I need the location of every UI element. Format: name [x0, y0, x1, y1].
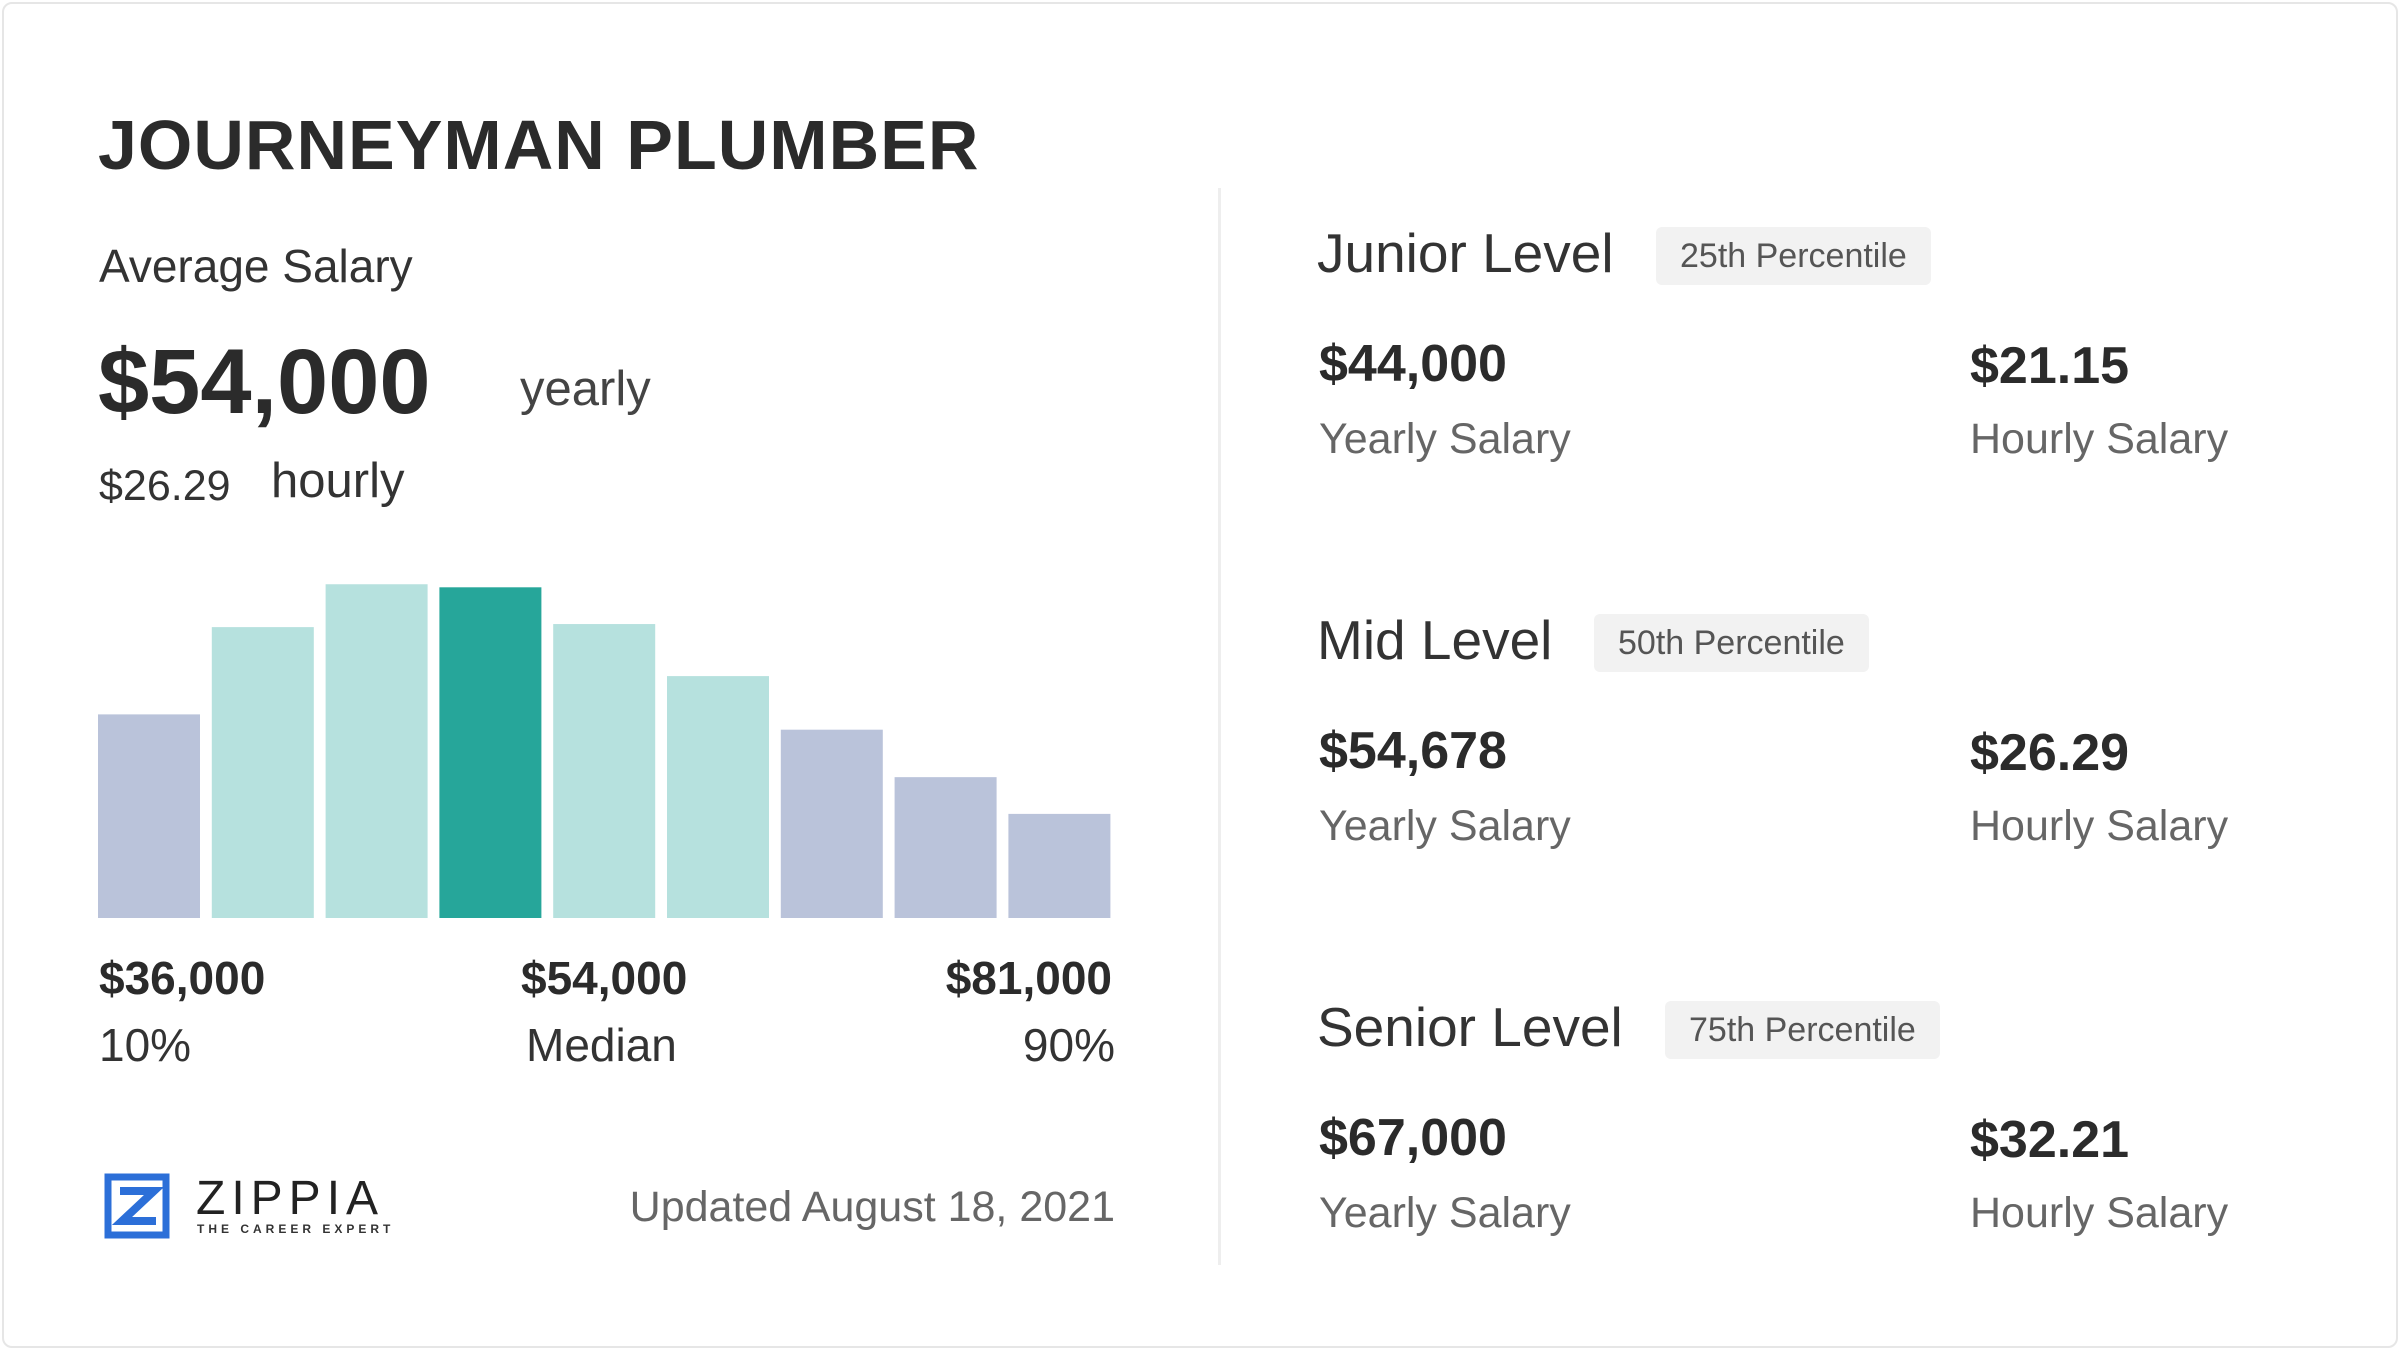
histogram-bar: [780, 729, 883, 918]
hourly-value: $32.21: [1970, 1111, 2130, 1169]
hourly-salary: $26.29: [99, 462, 231, 510]
logo-icon: [104, 1173, 170, 1239]
histogram-bar: [325, 584, 428, 918]
tagline: THE CAREER EXPERT: [197, 1222, 395, 1236]
average-label: Average Salary: [99, 240, 413, 292]
percentile-badge: 75th Percentile: [1665, 1001, 1940, 1059]
histogram-bar: [894, 777, 997, 918]
percentile-badge: 25th Percentile: [1656, 227, 1931, 285]
histogram-bar: [439, 587, 542, 918]
low-value: $36,000: [99, 952, 266, 1004]
yearly-value: $67,000: [1319, 1109, 1507, 1167]
histogram: [98, 584, 1111, 918]
brand: ZIPPIA: [196, 1172, 385, 1225]
level-name: Mid Level: [1317, 609, 1553, 671]
hourly-label: Hourly Salary: [1970, 1189, 2229, 1237]
histogram-bar: [667, 676, 769, 918]
histogram-bar: [553, 624, 656, 918]
yearly-unit: yearly: [520, 362, 651, 416]
level-name: Junior Level: [1317, 222, 1614, 284]
divider: [1218, 188, 1221, 1265]
hourly-value: $26.29: [1970, 724, 2130, 782]
low-label: 10%: [99, 1019, 192, 1071]
updated-date: Updated August 18, 2021: [629, 1183, 1115, 1231]
yearly-value: $44,000: [1319, 335, 1507, 393]
histogram-bar: [1008, 813, 1111, 918]
level-name: Senior Level: [1317, 996, 1623, 1058]
yearly-salary: $54,000: [98, 331, 431, 433]
histogram-bar: [98, 714, 200, 918]
median-label: Median: [526, 1019, 677, 1071]
hourly-unit: hourly: [271, 454, 405, 508]
histogram-bar: [211, 627, 314, 918]
hourly-label: Hourly Salary: [1970, 802, 2229, 850]
hourly-value: $21.15: [1970, 337, 2130, 395]
median-value: $54,000: [521, 952, 688, 1004]
high-label: 90%: [1022, 1019, 1115, 1071]
yearly-label: Yearly Salary: [1319, 415, 1571, 463]
job-title: JOURNEYMAN PLUMBER: [98, 106, 980, 184]
high-value: $81,000: [945, 952, 1112, 1004]
yearly-label: Yearly Salary: [1319, 802, 1571, 850]
percentile-badge: 50th Percentile: [1594, 614, 1869, 672]
yearly-label: Yearly Salary: [1319, 1189, 1571, 1237]
hourly-label: Hourly Salary: [1970, 415, 2229, 463]
yearly-value: $54,678: [1319, 722, 1507, 780]
